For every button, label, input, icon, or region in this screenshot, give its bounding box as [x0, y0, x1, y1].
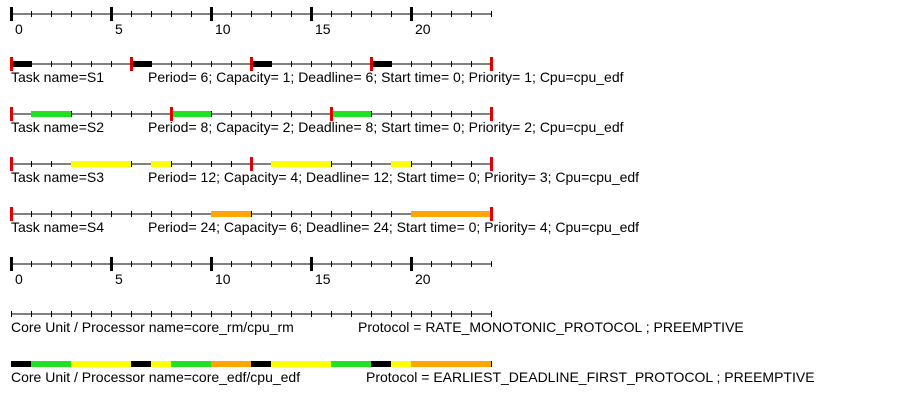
- execution-slot: [31, 111, 71, 117]
- execution-slot: [151, 161, 171, 167]
- execution-slot: [71, 161, 131, 167]
- processor-slot: [171, 361, 211, 367]
- execution-slot: [411, 211, 491, 217]
- task-row-s1: Task name=S1 Period= 6; Capacity= 1; Dead…: [10, 57, 624, 85]
- processor-protocol-label: Protocol = RATE_MONOTONIC_PROTOCOL ; PRE…: [358, 319, 744, 335]
- time-axis-label: 5: [115, 21, 123, 37]
- task-rows: Task name=S1 Period= 6; Capacity= 1; Dead…: [10, 57, 639, 235]
- execution-slot: [331, 111, 371, 117]
- task-name-label: Task name=S2: [11, 119, 104, 135]
- execution-slot: [391, 161, 411, 167]
- task-name-label: Task name=S4: [11, 219, 104, 235]
- task-row-s3: Task name=S3 Period= 12; Capacity= 4; Dea…: [10, 157, 639, 185]
- time-axis-2: 0 5 10 15 20: [10, 257, 492, 287]
- processor-slot: [251, 361, 271, 367]
- time-axis-label: 10: [215, 271, 231, 287]
- processor-row-1: Core Unit / Processor name=core_rm/cpu_r…: [11, 311, 744, 335]
- time-axis-1: 0 5 10 15 20: [10, 7, 492, 37]
- processor-slot: [371, 361, 391, 367]
- task-row-s2: Task name=S2 Period= 8; Capacity= 2; Dead…: [10, 107, 624, 135]
- processor-slot: [131, 361, 151, 367]
- time-axis-label: 5: [115, 271, 123, 287]
- time-axis-label: 15: [315, 271, 331, 287]
- processor-rows: Core Unit / Processor name=core_rm/cpu_r…: [11, 311, 815, 385]
- task-params-label: Period= 12; Capacity= 4; Deadline= 12; S…: [148, 169, 639, 185]
- time-axis-label: 0: [15, 271, 23, 287]
- processor-slot: [31, 361, 71, 367]
- task-params-label: Period= 24; Capacity= 6; Deadline= 24; S…: [148, 219, 639, 235]
- execution-slot: [131, 61, 151, 67]
- processor-row-2: Core Unit / Processor name=core_edf/cpu_…: [11, 361, 815, 385]
- task-params-label: Period= 8; Capacity= 2; Deadline= 8; Sta…: [148, 119, 624, 135]
- processor-protocol-label: Protocol = EARLIEST_DEADLINE_FIRST_PROTO…: [366, 369, 815, 385]
- processor-slot: [211, 361, 251, 367]
- task-name-label: Task name=S1: [11, 69, 104, 85]
- processor-name-label: Core Unit / Processor name=core_rm/cpu_r…: [11, 319, 294, 335]
- time-axes: 0 5 10 15 20 0 5 10 15 20: [10, 7, 492, 287]
- processor-slot: [151, 361, 171, 367]
- time-axis-label: 0: [15, 21, 23, 37]
- execution-slot: [11, 61, 31, 67]
- processor-slot: [331, 361, 371, 367]
- time-axis-label: 20: [415, 271, 431, 287]
- processor-slot: [271, 361, 331, 367]
- task-params-label: Period= 6; Capacity= 1; Deadline= 6; Sta…: [148, 69, 624, 85]
- execution-slot: [171, 111, 211, 117]
- processor-slot: [11, 361, 31, 367]
- execution-slot: [371, 61, 391, 67]
- processor-slot: [71, 361, 131, 367]
- processor-slot: [391, 361, 411, 367]
- processor-slot: [411, 361, 491, 367]
- execution-slot: [251, 61, 271, 67]
- time-axis-label: 10: [215, 21, 231, 37]
- time-axis-label: 20: [415, 21, 431, 37]
- time-axis-label: 15: [315, 21, 331, 37]
- task-name-label: Task name=S3: [11, 169, 104, 185]
- task-row-s4: Task name=S4 Period= 24; Capacity= 6; Dea…: [10, 207, 639, 235]
- execution-slot: [211, 211, 251, 217]
- execution-slot: [271, 161, 331, 167]
- processor-name-label: Core Unit / Processor name=core_edf/cpu_…: [11, 369, 300, 385]
